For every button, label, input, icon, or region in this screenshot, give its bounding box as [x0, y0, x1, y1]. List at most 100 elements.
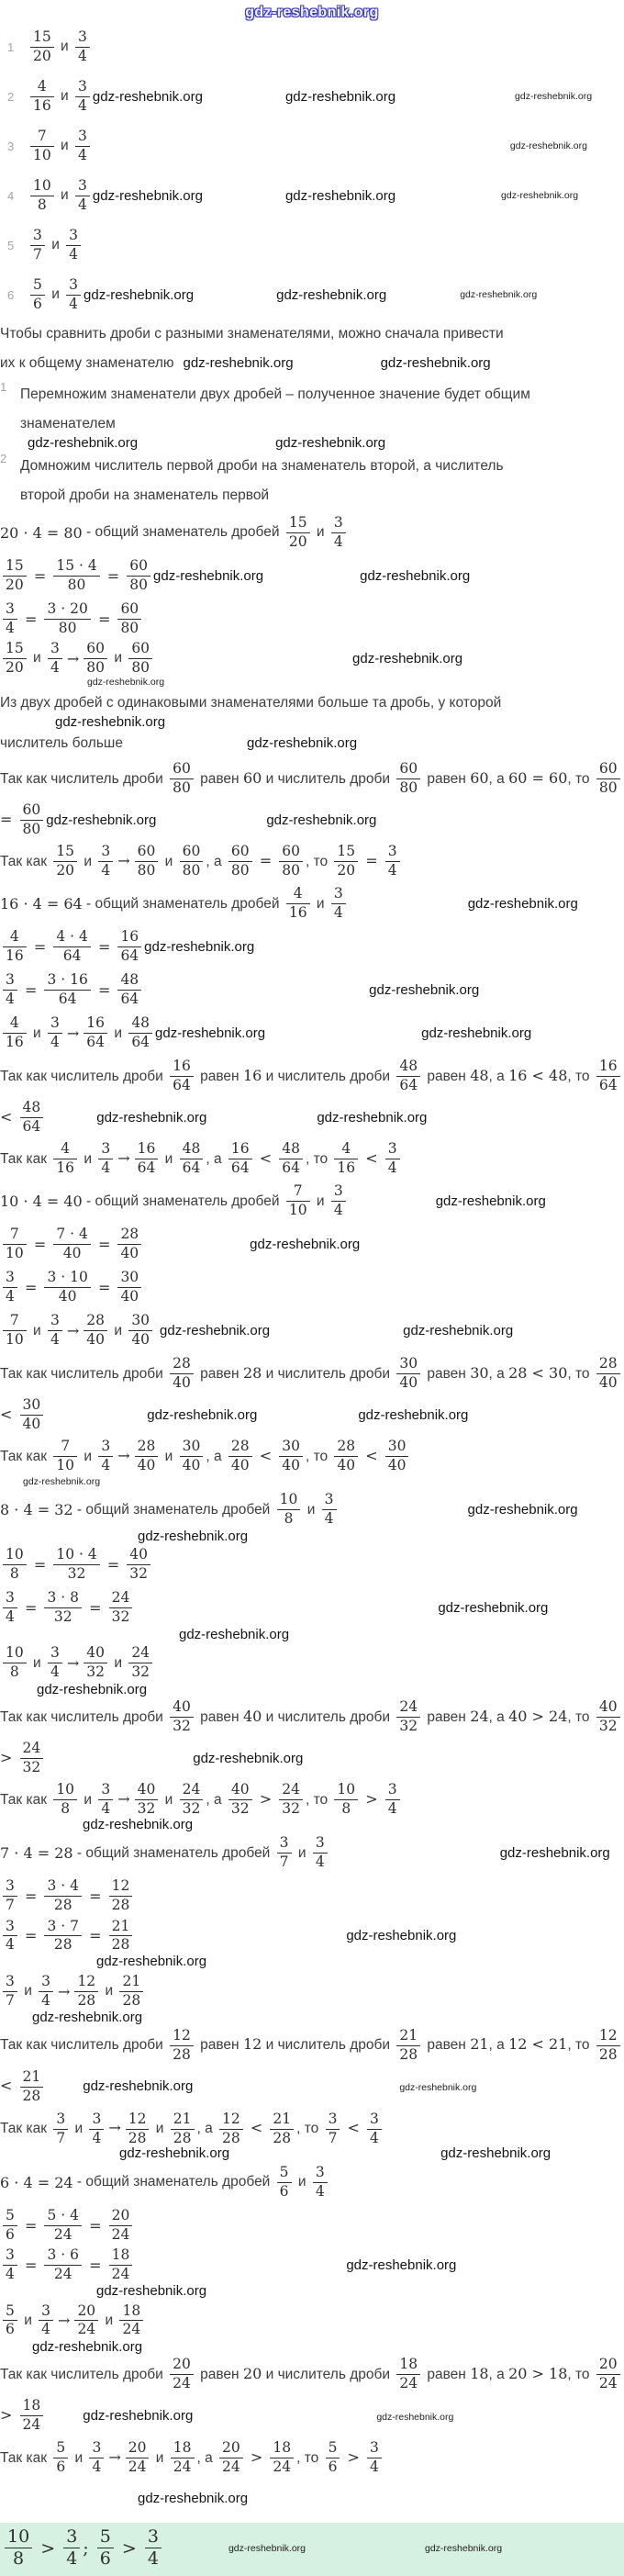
fraction-denominator: 4 [6, 619, 15, 636]
fraction-denominator: 40 [282, 1457, 300, 1474]
math-text: > [361, 1789, 383, 1808]
math-text: 20 [242, 2364, 262, 2382]
fraction-numerator: 12 [108, 1877, 133, 1898]
fraction-denominator: 80 [120, 619, 139, 636]
step-number: 2 [0, 452, 7, 465]
fraction-denominator: 4 [333, 1202, 343, 1219]
math-text: < [254, 1148, 277, 1167]
fraction-denominator: 7 [6, 1897, 15, 1914]
fraction-numerator: 3 [312, 2164, 328, 2183]
fraction-numerator: 4 [30, 78, 54, 97]
fraction-denominator: 7 [279, 1854, 289, 1871]
fraction-denominator: 8 [9, 1565, 19, 1583]
fraction: 16 64 [596, 1058, 620, 1094]
fraction-denominator: 24 [22, 2416, 41, 2434]
fraction: 18 24 [396, 2357, 421, 2392]
watermark: gdz-reshebnik.org [360, 567, 471, 584]
fraction-numerator: 16 [170, 1058, 194, 1078]
fraction-numerator: 10 [53, 1781, 78, 1801]
fraction-numerator: 3 [3, 1589, 17, 1609]
fraction-denominator: 64 [598, 1077, 618, 1094]
fraction-denominator: 32 [598, 1718, 618, 1735]
site-logo[interactable]: gdz-reshebnik.org [245, 5, 379, 20]
math-text: = [19, 2216, 42, 2234]
body-text: и [110, 650, 127, 666]
math-text: 16 [242, 1066, 262, 1084]
fraction-denominator: 16 [288, 904, 307, 922]
fraction: 15 20 [3, 557, 27, 594]
watermark: gdz-reshebnik.org [501, 190, 579, 201]
fraction: 60 80 [19, 801, 44, 838]
arrow-right-icon: → [117, 851, 130, 869]
fraction-numerator: 48 [19, 1099, 44, 1119]
fraction-numerator: 3 · 4 [44, 1877, 82, 1898]
fraction-denominator: 20 [337, 862, 356, 879]
fraction-numerator: 30 [384, 1438, 409, 1458]
math-text: < [342, 2119, 365, 2137]
watermark: gdz-reshebnik.org [403, 1323, 514, 1339]
fraction-denominator: 80 [173, 779, 191, 797]
body-text: их к общему знаменателю [0, 355, 174, 371]
math-text: = [84, 1887, 106, 1906]
watermark: gdz-reshebnik.org [460, 289, 538, 300]
watermark: gdz-reshebnik.org [160, 1323, 271, 1339]
math-text: 16 · 4 = 64 [0, 895, 83, 913]
fraction: 60 80 [84, 640, 108, 677]
fraction-denominator: 4 [387, 862, 397, 879]
fraction-denominator: 4 [6, 1608, 15, 1626]
fraction-denominator: 28 [173, 2129, 192, 2146]
fraction: 18 24 [19, 2398, 44, 2434]
fraction: 24 32 [179, 1781, 204, 1818]
fraction-numerator: 12 [125, 2111, 150, 2130]
fraction-denominator: 24 [173, 2375, 191, 2392]
fraction: 60 80 [127, 557, 151, 594]
fraction-numerator: 10 [334, 1781, 359, 1801]
body-text: - общий знаменатель дробей [82, 524, 284, 540]
fraction: 12 28 [596, 2027, 620, 2064]
fraction-numerator: 3 [367, 2111, 382, 2130]
fraction: 20 24 [108, 2207, 133, 2244]
watermark: gdz-reshebnik.org [32, 2338, 143, 2355]
math-text: = [102, 1556, 125, 1574]
math-text: = [19, 981, 42, 1000]
math-text: = [19, 1599, 42, 1618]
fraction-denominator: 32 [230, 1800, 250, 1818]
fraction-numerator: 5 [276, 2164, 292, 2183]
math-text: = [28, 938, 51, 957]
fraction: 12 28 [74, 1973, 99, 2010]
arrow-right-icon: → [117, 1789, 130, 1808]
fraction: 48 64 [128, 1014, 153, 1051]
fraction-denominator: 4 [387, 1159, 397, 1177]
math-line: 4 16 и 3 4 → 16 64 и 48 64 gdz-reshebnik.org gdz… [0, 1013, 624, 1055]
fraction-numerator: 15 [285, 514, 310, 533]
arrow-right-icon: → [66, 1654, 80, 1673]
fraction-numerator: 3 · 16 [44, 971, 91, 991]
fraction: 60 80 [279, 843, 303, 879]
fraction-denominator: 80 [182, 862, 201, 879]
fraction-numerator: 3 · 7 [44, 1918, 82, 1937]
body-text: и [56, 187, 73, 203]
fraction-denominator: 80 [230, 862, 250, 879]
fraction: 16 64 [134, 1140, 159, 1177]
fraction-denominator: 6 [6, 2321, 15, 2338]
fraction-numerator: 3 [276, 1834, 292, 1854]
watermark: gdz-reshebnik.org [399, 2082, 477, 2094]
fraction-denominator: 64 [131, 1034, 150, 1051]
fraction-denominator: 40 [137, 1457, 156, 1474]
math-text: > [35, 2537, 61, 2559]
body-text: равен [423, 770, 471, 787]
watermark: gdz-reshebnik.org [438, 1600, 549, 1617]
math-text: < [361, 1446, 383, 1464]
